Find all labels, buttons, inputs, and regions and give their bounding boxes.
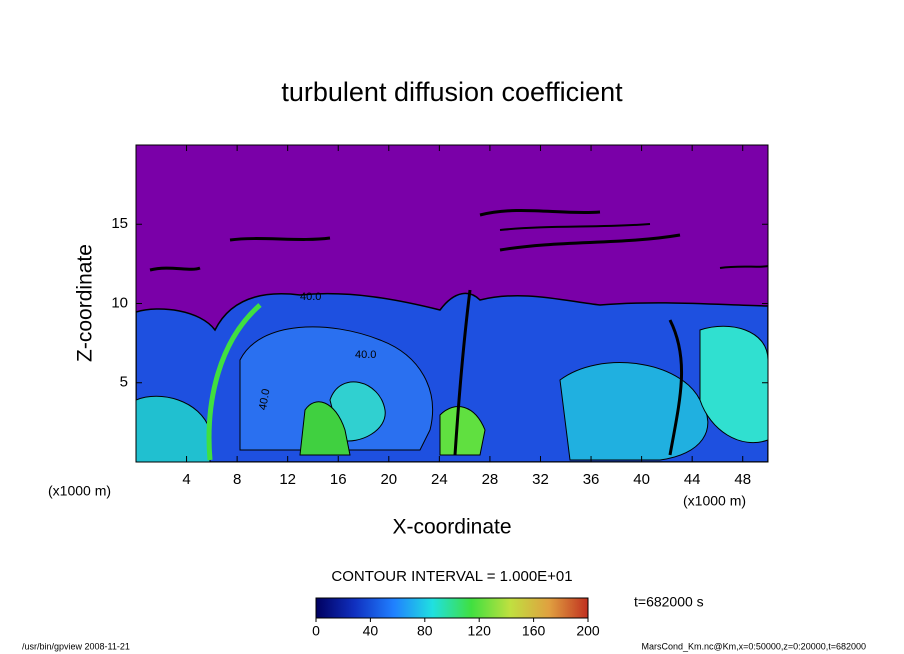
x-unit: (x1000 m) bbox=[683, 493, 746, 509]
y-unit: (x1000 m) bbox=[48, 483, 111, 499]
x-tick-label: 12 bbox=[279, 471, 296, 488]
colorbar-tick-label: 160 bbox=[522, 623, 546, 639]
x-tick-label: 32 bbox=[532, 471, 549, 488]
y-axis-title: Z-coordinate bbox=[74, 244, 97, 362]
x-tick-label: 16 bbox=[330, 471, 347, 488]
time-label: t=682000 s bbox=[634, 594, 704, 610]
x-tick-label: 40 bbox=[633, 471, 650, 488]
colorbar-tick-label: 0 bbox=[312, 623, 320, 639]
y-tick-label: 5 bbox=[120, 374, 128, 391]
contour-field bbox=[136, 145, 768, 462]
y-tick-label: 15 bbox=[111, 215, 128, 232]
chart-title: turbulent diffusion coefficient bbox=[281, 77, 623, 107]
contour-label: 40.0 bbox=[355, 349, 376, 361]
x-tick-label: 44 bbox=[684, 471, 701, 488]
x-tick-label: 20 bbox=[380, 471, 397, 488]
footer-left: /usr/bin/gpview 2008-11-21 bbox=[22, 641, 130, 651]
contour-label: 40.0 bbox=[257, 388, 273, 411]
colorbar-tick-label: 200 bbox=[576, 623, 600, 639]
footer-right: MarsCond_Km.nc@Km,x=0:50000,z=0:20000,t=… bbox=[641, 641, 866, 651]
x-tick-label: 8 bbox=[233, 471, 241, 488]
x-axis-title: X-coordinate bbox=[392, 516, 511, 539]
contour-label: 40.0 bbox=[300, 291, 321, 303]
x-tick-label: 48 bbox=[734, 471, 751, 488]
y-tick-label: 10 bbox=[111, 294, 128, 311]
colorbar-tick-label: 120 bbox=[468, 623, 492, 639]
x-tick-label: 36 bbox=[583, 471, 600, 488]
colorbar-tick-label: 80 bbox=[417, 623, 433, 639]
x-tick-label: 24 bbox=[431, 471, 448, 488]
colorbar bbox=[315, 597, 589, 619]
x-tick-label: 4 bbox=[182, 471, 190, 488]
x-tick-label: 28 bbox=[482, 471, 499, 488]
contour-interval: CONTOUR INTERVAL = 1.000E+01 bbox=[331, 568, 572, 585]
colorbar-tick-label: 40 bbox=[363, 623, 379, 639]
